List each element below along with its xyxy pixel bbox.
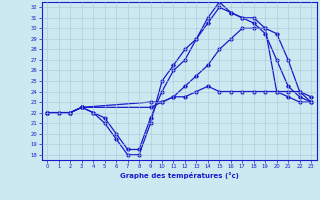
X-axis label: Graphe des températures (°c): Graphe des températures (°c) xyxy=(120,172,239,179)
